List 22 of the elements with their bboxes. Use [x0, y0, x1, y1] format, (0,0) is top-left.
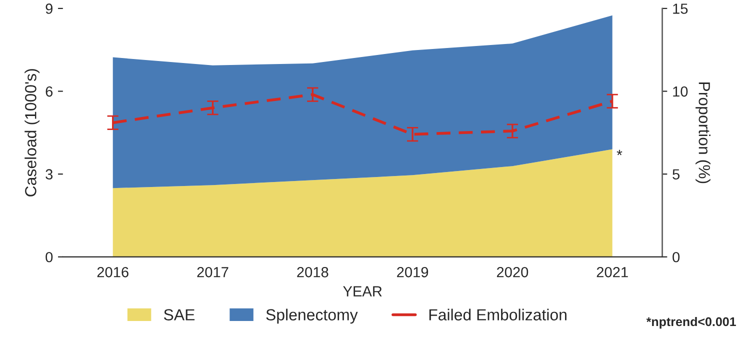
y-tick-label: 6 [46, 86, 53, 97]
y2-tick-label: 15 [673, 4, 688, 14]
legend-label: SAE [164, 309, 195, 320]
y-axis-title: Caseload (1000's) [24, 69, 40, 196]
annotation: * [616, 150, 622, 156]
y-tick-label: 3 [46, 169, 53, 180]
x-tick-label: 2020 [496, 266, 528, 278]
x-tick-label: 2017 [197, 266, 228, 278]
y-tick-label: 0 [46, 252, 53, 262]
text: *nptrend<0.001 [646, 316, 736, 329]
x-tick-label: 2018 [297, 266, 328, 278]
y-tick-label: 9 [46, 4, 52, 14]
x-tick-label: 2019 [397, 266, 428, 278]
x-axis-title: YEAR [343, 286, 382, 296]
y2-tick-label: 0 [672, 252, 680, 262]
y2-tick-label: 10 [673, 86, 688, 97]
x-tick-label: 2016 [97, 266, 128, 278]
legend-label: Splenectomy [266, 308, 358, 324]
x-tick-label: 2021 [596, 266, 628, 278]
y2-axis-title: Proportion (%) [696, 82, 710, 184]
y2-tick-label: 5 [672, 169, 680, 180]
legend-label: Failed Embolization [429, 308, 566, 320]
